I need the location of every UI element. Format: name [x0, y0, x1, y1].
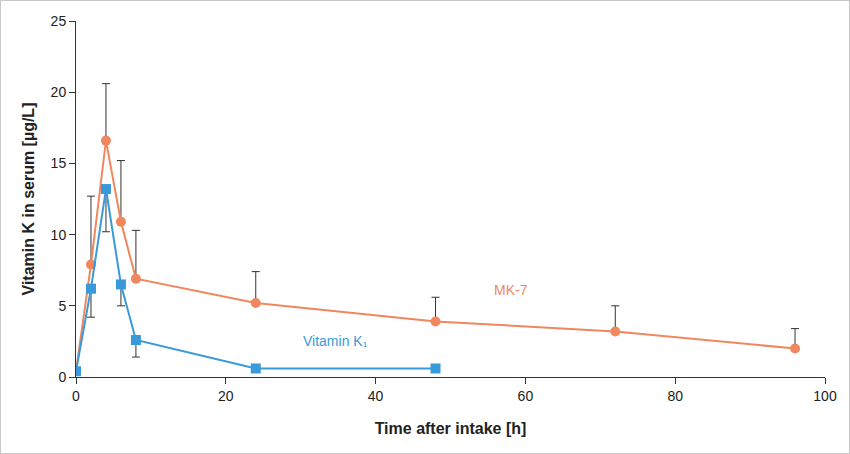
svg-text:Vitamin K in serum [µg/L]: Vitamin K in serum [µg/L]: [20, 103, 37, 296]
svg-text:0: 0: [72, 388, 80, 404]
svg-text:Time after intake [h]: Time after intake [h]: [375, 420, 527, 437]
svg-text:5: 5: [58, 298, 66, 314]
svg-text:10: 10: [51, 227, 67, 243]
svg-text:20: 20: [51, 84, 67, 100]
svg-text:25: 25: [51, 13, 67, 29]
svg-text:0: 0: [58, 369, 66, 385]
svg-text:20: 20: [218, 388, 234, 404]
svg-text:80: 80: [667, 388, 683, 404]
svg-text:MK-7: MK-7: [494, 282, 528, 298]
svg-text:40: 40: [368, 388, 384, 404]
svg-text:15: 15: [51, 155, 67, 171]
svg-text:60: 60: [518, 388, 534, 404]
svg-text:Vitamin K₁: Vitamin K₁: [303, 333, 368, 349]
svg-text:100: 100: [813, 388, 837, 404]
